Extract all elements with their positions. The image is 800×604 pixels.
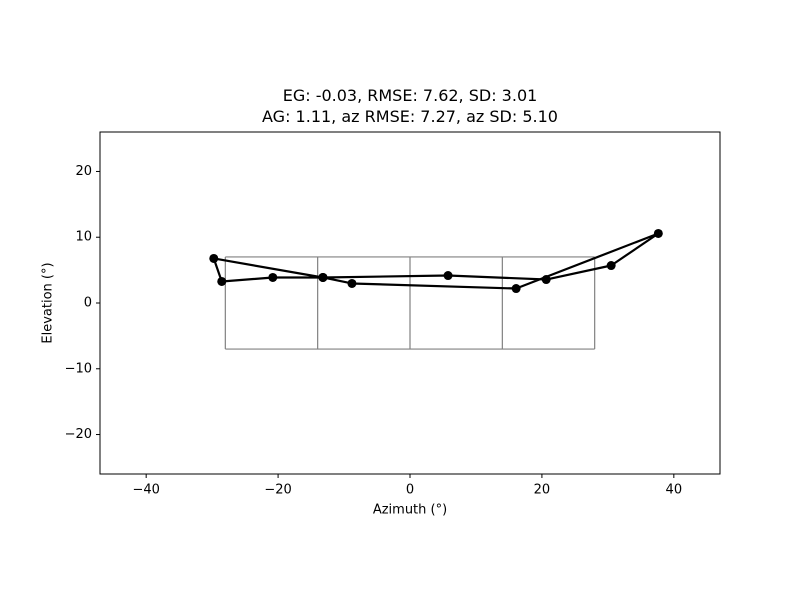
x-tick-label: −40 xyxy=(132,483,159,498)
y-tick-label: 20 xyxy=(75,164,92,179)
y-axis-label: Elevation (°) xyxy=(41,262,56,343)
data-point xyxy=(541,275,551,285)
data-line xyxy=(212,232,660,290)
data-point xyxy=(443,271,453,281)
y-tick-label: −10 xyxy=(65,361,92,376)
data-point xyxy=(606,261,616,271)
chart-title: EG: -0.03, RMSE: 7.62, SD: 3.01 AG: 1.11,… xyxy=(262,86,558,126)
data-point xyxy=(511,284,521,294)
x-tick-label: 40 xyxy=(666,483,683,498)
data-point xyxy=(347,278,357,288)
data-point xyxy=(653,228,663,238)
x-tick-label: −20 xyxy=(264,483,291,498)
x-axis-label: Azimuth (°) xyxy=(373,503,447,518)
data-point xyxy=(268,272,278,282)
data-point xyxy=(217,276,227,286)
data-point xyxy=(318,272,328,282)
data-point xyxy=(209,253,219,263)
y-tick-label: 10 xyxy=(75,230,92,245)
y-tick-label: −20 xyxy=(65,427,92,442)
x-tick-label: 0 xyxy=(406,483,414,498)
x-tick-label: 20 xyxy=(534,483,551,498)
y-tick-label: 0 xyxy=(84,296,92,311)
